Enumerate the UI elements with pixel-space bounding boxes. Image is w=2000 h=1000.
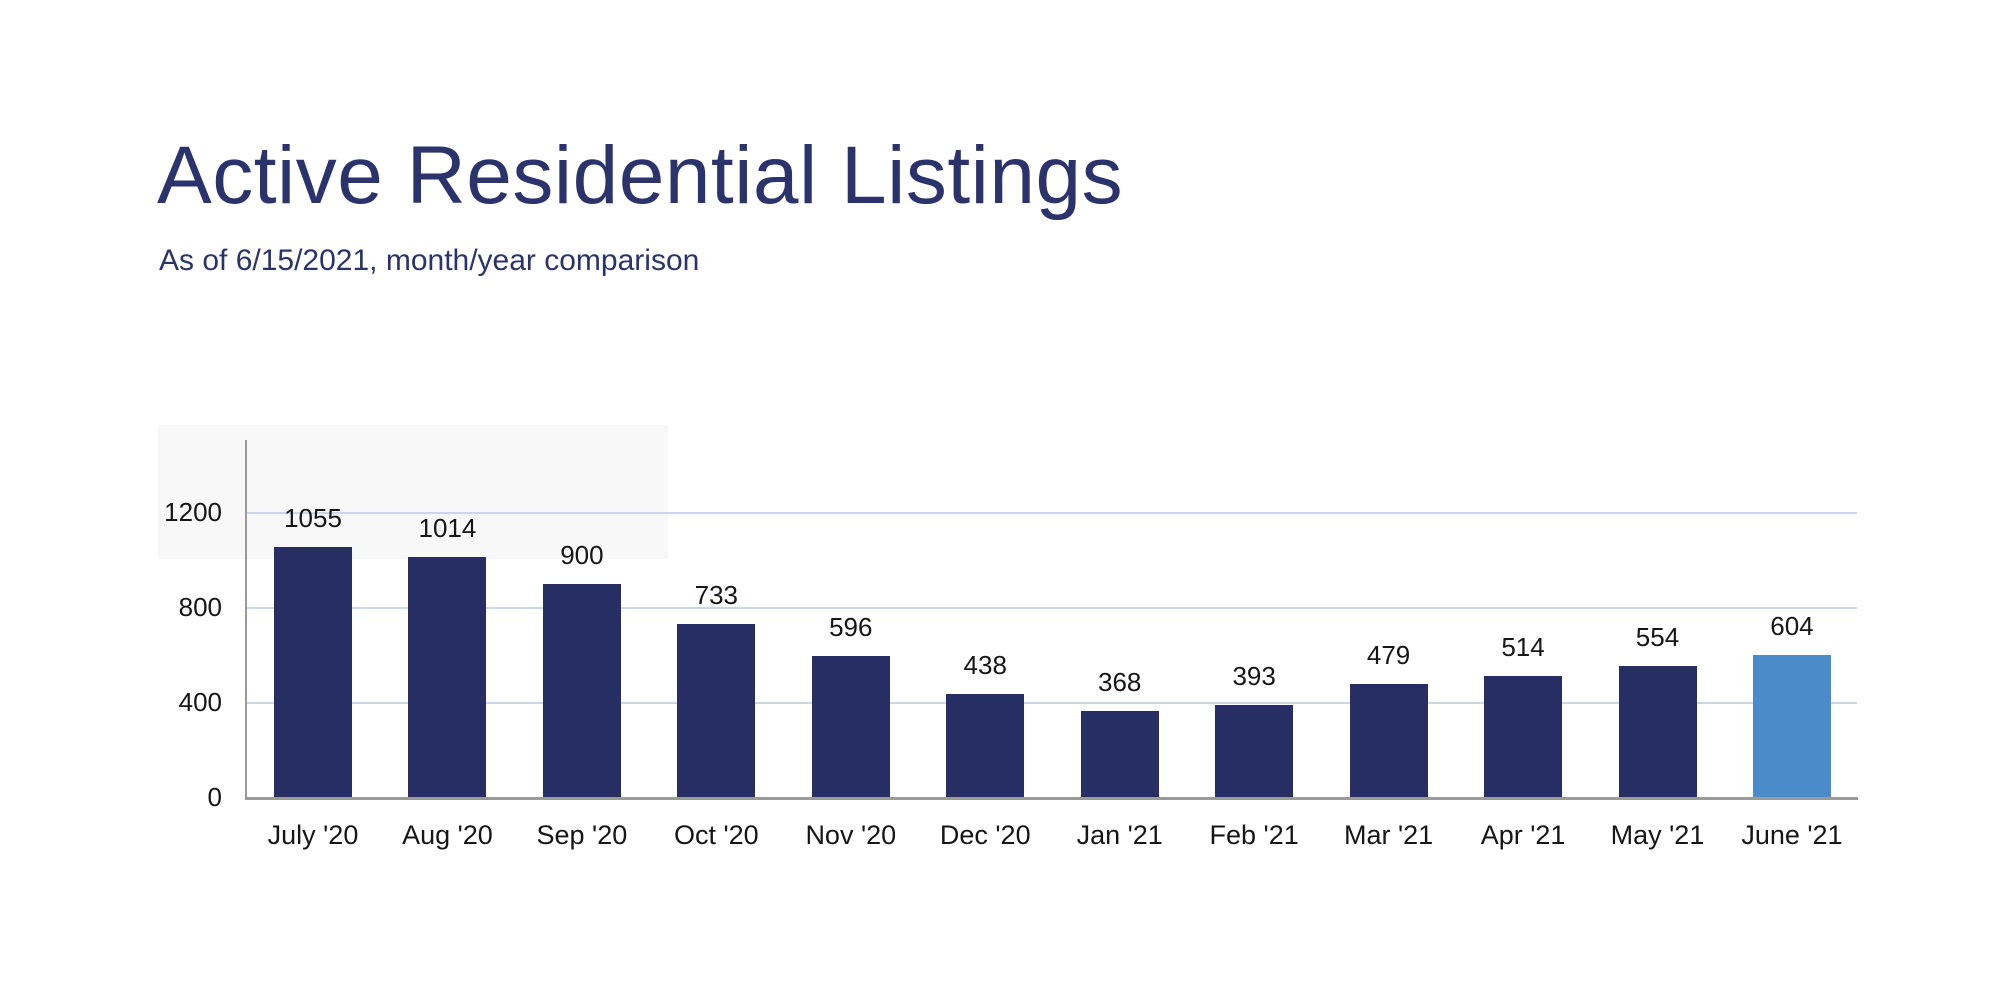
bar-july-20 bbox=[274, 547, 352, 797]
bar-value-label: 604 bbox=[1770, 610, 1814, 641]
bar-feb-21 bbox=[1215, 704, 1294, 797]
bar-value-label: 368 bbox=[1097, 666, 1142, 697]
x-axis-category-label: May '21 bbox=[1610, 820, 1705, 850]
bar-value-label: 596 bbox=[829, 612, 873, 643]
bar-jan-21 bbox=[1080, 710, 1159, 797]
bar-value-label: 900 bbox=[560, 540, 604, 571]
bar-nov-20 bbox=[811, 656, 890, 797]
bar-value-label: 733 bbox=[694, 579, 739, 610]
bar-june-21 bbox=[1752, 654, 1831, 797]
bar-value-label: 479 bbox=[1366, 640, 1411, 671]
bar-value-label: 1055 bbox=[284, 503, 342, 534]
bar-dec-20 bbox=[946, 693, 1025, 797]
gridline-800 bbox=[246, 607, 1857, 609]
bar-may-21 bbox=[1618, 666, 1697, 797]
gridline-1200 bbox=[246, 512, 1857, 514]
bar-mar-21 bbox=[1349, 684, 1428, 797]
bar-value-label: 1014 bbox=[418, 513, 477, 544]
y-axis-tick-label: 800 bbox=[178, 592, 222, 622]
gridline-400 bbox=[246, 702, 1857, 704]
y-axis-tick-label: 400 bbox=[178, 687, 222, 717]
bar-value-label: 554 bbox=[1635, 622, 1680, 653]
page-title: Active Residential Listings bbox=[157, 130, 1124, 221]
x-axis-category-label: Sep '20 bbox=[536, 820, 628, 850]
chart-background-artifact bbox=[158, 425, 668, 559]
y-axis-tick-label: 1200 bbox=[164, 497, 222, 527]
x-axis-category-label: Dec '20 bbox=[939, 820, 1031, 850]
x-axis-category-label: Nov '20 bbox=[805, 820, 897, 850]
x-axis-category-label: June '21 bbox=[1741, 820, 1843, 850]
page-subtitle: As of 6/15/2021, month/year comparison bbox=[159, 244, 700, 277]
bar-apr-21 bbox=[1484, 675, 1563, 797]
x-axis-category-label: Oct '20 bbox=[673, 820, 759, 850]
bar-value-label: 393 bbox=[1232, 660, 1276, 691]
bar-aug-20 bbox=[408, 557, 487, 797]
y-axis-tick-label: 0 bbox=[207, 782, 222, 812]
x-axis-category-label: Aug '20 bbox=[402, 820, 493, 850]
bar-sep-20 bbox=[542, 584, 621, 797]
y-axis-line bbox=[245, 440, 247, 798]
bar-value-label: 514 bbox=[1501, 631, 1545, 662]
x-axis-line bbox=[245, 797, 1858, 800]
bar-oct-20 bbox=[677, 623, 756, 797]
x-axis-category-label: Feb '21 bbox=[1209, 820, 1299, 850]
x-axis-category-label: Jan '21 bbox=[1076, 820, 1163, 850]
x-axis-category-label: July '20 bbox=[267, 820, 359, 850]
bar-value-label: 438 bbox=[963, 649, 1007, 680]
x-axis-category-label: Apr '21 bbox=[1480, 820, 1566, 850]
x-axis-category-label: Mar '21 bbox=[1344, 820, 1434, 850]
